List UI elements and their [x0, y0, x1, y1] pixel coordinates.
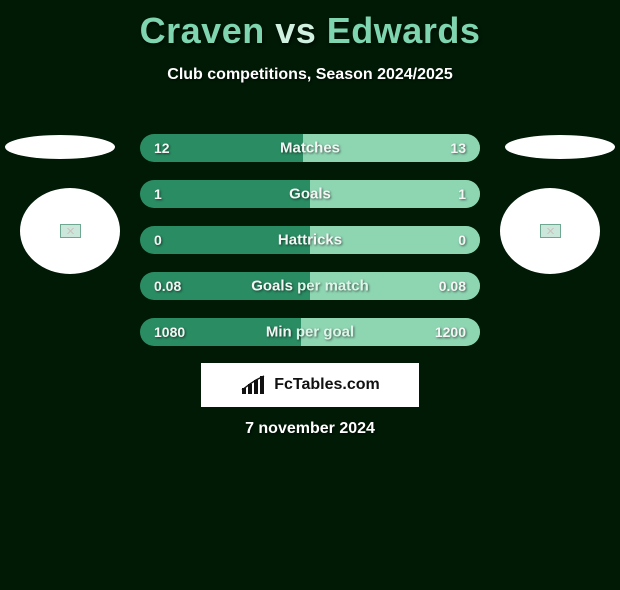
stat-value-right: 1200 — [435, 324, 466, 340]
stat-label-dark: Matches — [280, 140, 340, 157]
stats-container: 12 Matches 13 1 Goals 1 0 Hattricks 0 0.08 Goals p… — [140, 134, 480, 346]
vs-word: vs — [275, 10, 316, 51]
stat-row: 0 Hattricks 0 — [140, 226, 480, 254]
stat-fill — [310, 180, 480, 208]
subtitle: Club competitions, Season 2024/2025 — [0, 66, 620, 84]
stat-value-right: 0.08 — [439, 278, 466, 294]
stat-value-right: 0 — [458, 232, 466, 248]
stat-value-left: 0 — [154, 232, 162, 248]
stat-label-dark: Goals — [289, 186, 331, 203]
stat-label-dark: Min — [266, 324, 292, 341]
stat-label-dark: Hattricks — [278, 232, 342, 249]
stat-row: 0.08 Goals per match 0.08 — [140, 272, 480, 300]
stat-value-left: 1 — [154, 186, 162, 202]
player1-flag-circle — [20, 188, 120, 274]
page-title: Craven vs Edwards — [0, 10, 620, 52]
stat-label: Goals per match — [251, 278, 369, 295]
date-text: 7 november 2024 — [0, 420, 620, 438]
stat-label-light: per goal — [292, 324, 355, 341]
player1-name: Craven — [140, 10, 265, 51]
flag-icon — [540, 224, 561, 238]
player2-name: Edwards — [327, 10, 481, 51]
player2-flag-circle — [500, 188, 600, 274]
stat-value-left: 1080 — [154, 324, 185, 340]
decoration-ellipse-right — [505, 135, 615, 159]
decoration-ellipse-left — [5, 135, 115, 159]
flag-icon — [60, 224, 81, 238]
branding-text: FcTables.com — [274, 376, 380, 394]
stat-label: Goals — [289, 186, 331, 203]
stat-value-right: 1 — [458, 186, 466, 202]
stat-label-dark: Goals — [251, 278, 293, 295]
stat-label: Hattricks — [278, 232, 342, 249]
stat-row: 1080 Min per goal 1200 — [140, 318, 480, 346]
stat-label: Min per goal — [266, 324, 354, 341]
stat-value-right: 13 — [450, 140, 466, 156]
stat-value-left: 12 — [154, 140, 170, 156]
stat-value-left: 0.08 — [154, 278, 181, 294]
stat-row: 12 Matches 13 — [140, 134, 480, 162]
stat-row: 1 Goals 1 — [140, 180, 480, 208]
branding-badge[interactable]: FcTables.com — [201, 363, 419, 407]
stat-label: Matches — [280, 140, 340, 157]
bar-chart-icon — [240, 374, 268, 396]
stat-label-light: per match — [293, 278, 369, 295]
